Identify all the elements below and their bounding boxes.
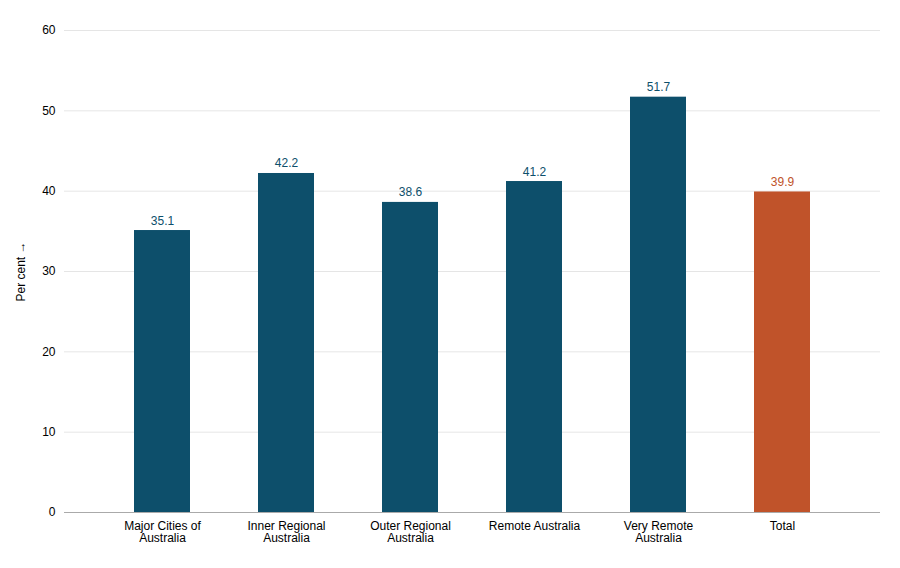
svg-text:Total: Total [770,519,795,533]
svg-text:50: 50 [42,104,56,118]
svg-text:30: 30 [42,264,56,278]
svg-text:51.7: 51.7 [647,80,671,94]
svg-text:Very RemoteAustralia: Very RemoteAustralia [624,519,694,545]
svg-text:42.2: 42.2 [275,156,299,170]
svg-text:20: 20 [42,345,56,359]
svg-text:41.2: 41.2 [523,165,547,179]
svg-text:40: 40 [42,184,56,198]
svg-text:10: 10 [42,425,56,439]
svg-text:0: 0 [49,505,56,519]
svg-text:39.9: 39.9 [771,175,795,189]
svg-text:35.1: 35.1 [151,214,175,228]
svg-text:Outer RegionalAustralia: Outer RegionalAustralia [370,519,451,545]
svg-text:Per cent →: Per cent → [14,241,28,301]
svg-text:Inner RegionalAustralia: Inner RegionalAustralia [247,519,325,545]
svg-text:60: 60 [42,23,56,37]
svg-text:Remote Australia: Remote Australia [489,519,581,533]
svg-text:Major Cities ofAustralia: Major Cities ofAustralia [124,519,201,545]
svg-text:38.6: 38.6 [399,185,423,199]
